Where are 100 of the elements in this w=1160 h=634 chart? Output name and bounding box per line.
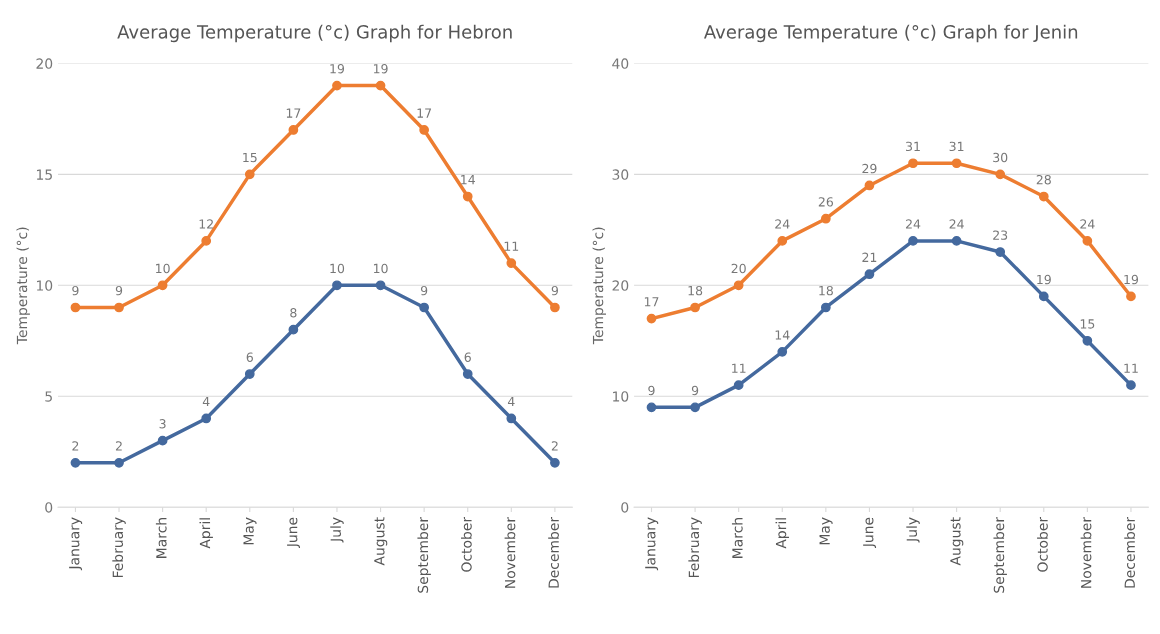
data-label: 18: [688, 285, 703, 296]
x-tick-label: October: [1037, 516, 1048, 572]
data-label: 6: [246, 352, 253, 362]
data-label: 6: [464, 352, 471, 362]
data-label: 2: [72, 441, 79, 451]
point: [332, 80, 342, 91]
data-label: 3: [159, 419, 166, 429]
point: [375, 280, 386, 291]
data-label: 29: [862, 163, 877, 174]
point: [864, 180, 875, 191]
x-tick-label: January: [645, 517, 659, 571]
y-tick-label: 15: [36, 169, 52, 180]
x-tick-label: July: [906, 517, 920, 543]
point: [646, 313, 657, 324]
y-tick-label: 0: [45, 502, 53, 513]
data-label: 9: [115, 285, 123, 296]
y-tick-label: 5: [45, 391, 52, 402]
data-label: 11: [1124, 363, 1138, 373]
y-tick-label: 40: [612, 58, 629, 69]
point: [506, 258, 517, 268]
data-label: 21: [862, 252, 877, 262]
data-label: 12: [199, 219, 213, 229]
point: [244, 369, 255, 379]
data-label: 28: [1036, 174, 1051, 185]
data-label: 31: [906, 141, 920, 152]
point: [419, 125, 430, 135]
point: [157, 280, 168, 291]
x-tick-label: October: [461, 516, 472, 572]
point: [820, 213, 831, 224]
chart-title: Average Temperature (°c) Graph for Hebron: [117, 24, 512, 43]
x-tick-label: September: [993, 516, 1007, 593]
x-tick-label: April: [775, 518, 789, 549]
point: [114, 302, 124, 313]
x-tick-label: April: [199, 518, 213, 549]
point: [690, 402, 700, 413]
data-label: 11: [732, 363, 746, 373]
data-label: 2: [551, 441, 558, 451]
point: [375, 80, 386, 91]
point: [70, 457, 81, 468]
x-tick-label: August: [374, 517, 388, 566]
y-tick-label: 20: [612, 280, 629, 291]
data-label: 14: [461, 175, 475, 185]
point: [462, 369, 473, 379]
point: [288, 125, 299, 135]
data-label: 14: [775, 330, 790, 340]
data-label: 9: [691, 385, 699, 396]
data-label: 15: [243, 152, 257, 163]
data-label: 24: [1080, 219, 1095, 229]
data-label: 9: [72, 285, 79, 296]
data-label: 17: [286, 108, 301, 118]
point: [995, 247, 1006, 257]
point: [1038, 291, 1049, 302]
point: [864, 269, 875, 280]
data-label: 19: [373, 63, 388, 74]
data-label: 18: [819, 285, 833, 296]
data-label: 24: [905, 219, 921, 229]
x-tick-label: November: [1080, 516, 1092, 588]
data-label: 17: [417, 108, 432, 118]
point: [332, 280, 342, 291]
data-label: 10: [373, 263, 388, 274]
point: [419, 302, 430, 313]
point: [157, 435, 168, 446]
point: [1126, 380, 1136, 391]
data-label: 8: [290, 308, 297, 318]
point: [951, 158, 962, 169]
data-label: 23: [993, 230, 1008, 240]
point: [201, 413, 212, 424]
data-label: 2: [115, 441, 122, 451]
point: [506, 413, 517, 424]
x-tick-label: February: [112, 517, 126, 578]
point: [690, 302, 700, 313]
x-tick-label: July: [330, 517, 344, 543]
data-label: 10: [330, 263, 345, 274]
data-label: 4: [507, 397, 515, 407]
data-label: 30: [993, 152, 1008, 163]
point: [201, 236, 212, 246]
data-label: 19: [1037, 274, 1051, 285]
x-tick-label: June: [863, 517, 877, 548]
point: [777, 236, 788, 246]
point: [733, 280, 744, 291]
x-tick-label: August: [950, 517, 964, 566]
point: [1082, 236, 1093, 246]
point: [951, 236, 962, 246]
point: [908, 158, 918, 169]
point: [820, 302, 831, 313]
point: [646, 402, 657, 413]
x-tick-label: May: [243, 517, 257, 545]
data-label: 9: [551, 285, 558, 296]
data-label: 9: [420, 285, 428, 296]
data-label: 17: [644, 297, 659, 307]
x-tick-label: December: [548, 516, 559, 588]
y-axis-title: Temperature (°c): [592, 227, 606, 345]
x-tick-label: May: [819, 517, 833, 545]
data-label: 24: [949, 219, 964, 229]
data-label: 11: [504, 241, 519, 251]
x-tick-label: February: [688, 517, 702, 578]
point: [462, 191, 473, 202]
data-label: 9: [648, 385, 655, 396]
data-label: 15: [1080, 319, 1095, 329]
point: [1126, 291, 1136, 302]
